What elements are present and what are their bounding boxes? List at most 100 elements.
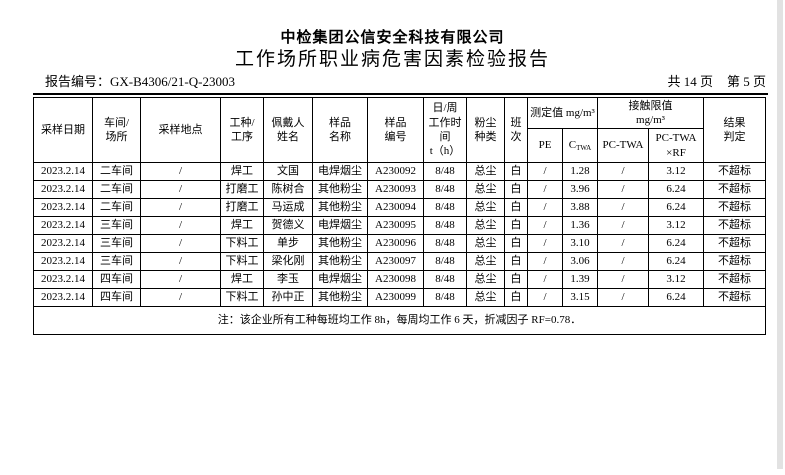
table-cell: 不超标 (703, 198, 766, 217)
table-cell: 2023.2.14 (33, 270, 93, 289)
table-cell: A230094 (367, 198, 424, 217)
table-row: 2023.2.14 三车间 / 焊工 贺德义 电焊烟尘 A230095 8/48 总尘白/1.3… (33, 216, 766, 235)
table-cell: 三车间 (92, 234, 141, 253)
table-cell: 其他粉尘 (312, 198, 368, 217)
table-row: 2023.2.14 三车间 / 下料工 梁化刚 其他粉尘 A230097 8/48 总尘白/3.… (33, 252, 766, 271)
table-cell: 打磨工 (220, 180, 264, 199)
table-cell: 孙中正 (263, 288, 313, 307)
table-row: 2023.2.14 四车间 / 焊工 李玉 电焊烟尘 A230098 8/48 总尘白/1.39… (33, 270, 766, 289)
table-cell: 文国 (263, 162, 313, 181)
table-cell: 1.36 (562, 216, 598, 235)
table-cell: 打磨工 (220, 198, 264, 217)
col-header-dust-type: 粉尘 种类 (466, 97, 505, 163)
table-cell: 单步 (263, 234, 313, 253)
col-header-sampling-date: 采样日期 (33, 97, 93, 163)
table-cell: 3.15 (562, 288, 598, 307)
table-cell: 总尘 (466, 288, 505, 307)
table-cell: A230095 (367, 216, 424, 235)
table-cell: 6.24 (648, 252, 704, 271)
table-cell: 不超标 (703, 288, 766, 307)
table-cell: / (140, 288, 221, 307)
report-number-value: GX-B4306/21-Q-23003 (110, 74, 235, 89)
table-row: 2023.2.14 四车间 / 下料工 孙中正 其他粉尘 A230099 8/48 总尘白/3.… (33, 288, 766, 307)
table-cell: 6.24 (648, 288, 704, 307)
table-cell: 2023.2.14 (33, 180, 93, 199)
table-cell: 8/48 (423, 270, 467, 289)
table-cell: 其他粉尘 (312, 234, 368, 253)
ctwa-sub: TWA (576, 143, 592, 152)
col-header-exposure-limit-group: 接触限值 mg/m³ (597, 97, 704, 129)
table-cell: 总尘 (466, 162, 505, 181)
table-cell: / (527, 162, 563, 181)
table-cell: 总尘 (466, 252, 505, 271)
report-number-label: 报告编号： (45, 74, 111, 89)
table-cell: / (597, 198, 649, 217)
table-cell: 2023.2.14 (33, 288, 93, 307)
total-pages: 共 14 页 (667, 74, 713, 89)
table-cell: / (527, 180, 563, 199)
table-cell: A230098 (367, 270, 424, 289)
table-cell: A230097 (367, 252, 424, 271)
table-cell: / (597, 270, 649, 289)
table-cell: / (597, 180, 649, 199)
note-row: 注：该企业所有工种每班均工作 8h，每周均工作 6 天，折减因子 RF=0.78… (33, 306, 766, 335)
col-header-sample-name: 样品 名称 (312, 97, 368, 163)
col-header-sampling-location: 采样地点 (140, 97, 221, 163)
table-cell: 贺德义 (263, 216, 313, 235)
table-cell: 李玉 (263, 270, 313, 289)
table-cell: 其他粉尘 (312, 180, 368, 199)
col-header-wearer-name: 佩戴人 姓名 (263, 97, 313, 163)
table-cell: A230099 (367, 288, 424, 307)
table-cell: 1.28 (562, 162, 598, 181)
table-cell: 二车间 (92, 162, 141, 181)
table-cell: 四车间 (92, 270, 141, 289)
table-cell: 2023.2.14 (33, 216, 93, 235)
table-cell: 8/48 (423, 180, 467, 199)
table-cell: / (140, 198, 221, 217)
table-cell: / (597, 216, 649, 235)
table-cell: 下料工 (220, 252, 264, 271)
col-header-pc-twa: PC-TWA (597, 128, 649, 163)
table-cell: 3.12 (648, 216, 704, 235)
table-cell: 1.39 (562, 270, 598, 289)
table-cell: 3.12 (648, 270, 704, 289)
table-cell: 总尘 (466, 270, 505, 289)
table-cell: 6.24 (648, 180, 704, 199)
table-cell: 2023.2.14 (33, 162, 93, 181)
table-cell: 6.24 (648, 198, 704, 217)
table-cell: 8/48 (423, 252, 467, 271)
table-cell: 总尘 (466, 198, 505, 217)
col-header-job-type: 工种/ 工序 (220, 97, 264, 163)
current-page: 第 5 页 (726, 74, 766, 89)
col-header-measured-value-group: 测定值 mg/m³ (527, 97, 598, 129)
table-cell: / (597, 252, 649, 271)
table-cell: A230096 (367, 234, 424, 253)
table-cell: 白 (504, 234, 528, 253)
table-row: 2023.2.14 二车间 / 打磨工 马运成 其他粉尘 A230094 8/48 总尘白/3.… (33, 198, 766, 217)
table-cell: 下料工 (220, 234, 264, 253)
table-cell: 陈树合 (263, 180, 313, 199)
table-cell: 白 (504, 216, 528, 235)
table-cell: 2023.2.14 (33, 234, 93, 253)
table-cell: 电焊烟尘 (312, 162, 368, 181)
table-cell: 6.24 (648, 234, 704, 253)
table-cell: / (527, 198, 563, 217)
table-cell: / (527, 288, 563, 307)
table-cell: 不超标 (703, 180, 766, 199)
col-header-shift: 班 次 (504, 97, 528, 163)
scrollbar-track[interactable] (777, 0, 783, 469)
table-cell: 焊工 (220, 162, 264, 181)
col-header-pe: PE (527, 128, 563, 163)
table-cell: 白 (504, 180, 528, 199)
col-header-result: 结果 判定 (703, 97, 766, 163)
report-title: 工作场所职业病危害因素检验报告 (234, 49, 550, 70)
col-header-workshop: 车间/ 场所 (92, 97, 141, 163)
table-cell: 不超标 (703, 234, 766, 253)
table-cell: 不超标 (703, 216, 766, 235)
table-cell: 2023.2.14 (33, 252, 93, 271)
table-cell: 电焊烟尘 (312, 270, 368, 289)
table-cell: 白 (504, 252, 528, 271)
table-cell: 3.10 (562, 234, 598, 253)
table-cell: 其他粉尘 (312, 252, 368, 271)
